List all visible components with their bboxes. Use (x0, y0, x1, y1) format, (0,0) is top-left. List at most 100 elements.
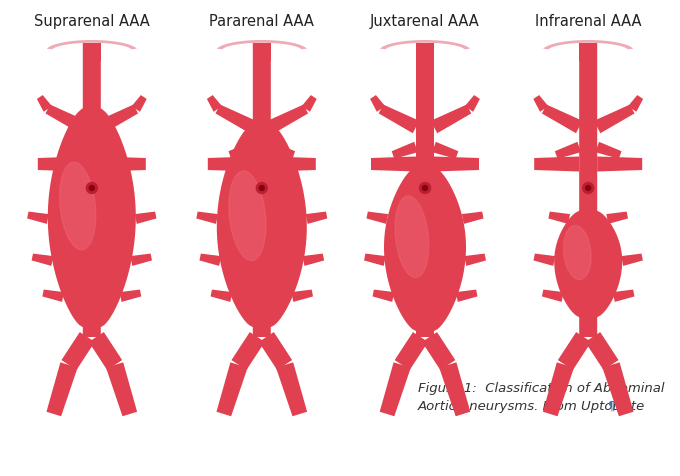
Polygon shape (439, 363, 471, 416)
Polygon shape (99, 142, 125, 159)
Polygon shape (208, 157, 253, 172)
Circle shape (585, 186, 591, 191)
Polygon shape (597, 157, 642, 172)
Polygon shape (464, 254, 486, 267)
Polygon shape (431, 105, 471, 134)
Polygon shape (268, 105, 308, 134)
Text: Juxtarenal AAA: Juxtarenal AAA (370, 14, 480, 29)
Polygon shape (379, 105, 419, 134)
Polygon shape (197, 212, 218, 224)
Polygon shape (37, 96, 52, 112)
Circle shape (420, 183, 430, 194)
Polygon shape (373, 290, 394, 302)
Polygon shape (89, 332, 122, 370)
Polygon shape (217, 44, 307, 337)
Polygon shape (231, 332, 265, 370)
Polygon shape (534, 157, 579, 172)
Text: Infrarenal AAA: Infrarenal AAA (535, 14, 641, 29)
Polygon shape (217, 41, 307, 50)
Circle shape (259, 186, 265, 191)
Polygon shape (533, 96, 548, 112)
Polygon shape (628, 96, 643, 112)
Polygon shape (61, 332, 95, 370)
Polygon shape (48, 44, 136, 337)
Polygon shape (58, 142, 84, 159)
Polygon shape (555, 142, 581, 159)
Text: Figure 1:  Classification of Abdominal: Figure 1: Classification of Abdominal (418, 381, 664, 394)
Polygon shape (31, 254, 53, 267)
Polygon shape (199, 254, 221, 267)
Polygon shape (98, 105, 138, 134)
Polygon shape (432, 142, 458, 159)
Polygon shape (456, 290, 477, 302)
Polygon shape (367, 212, 388, 224)
Polygon shape (392, 142, 418, 159)
Polygon shape (135, 212, 156, 224)
Polygon shape (542, 290, 564, 302)
Text: ¶: ¶ (607, 399, 614, 412)
Text: Aortic Aneurysms. From UptoDate: Aortic Aneurysms. From UptoDate (418, 399, 645, 412)
Polygon shape (543, 363, 574, 416)
Polygon shape (27, 212, 49, 224)
Polygon shape (101, 157, 146, 172)
Polygon shape (422, 332, 456, 370)
Polygon shape (269, 142, 295, 159)
Polygon shape (596, 142, 622, 159)
Polygon shape (42, 290, 64, 302)
Polygon shape (548, 212, 570, 224)
Polygon shape (259, 332, 292, 370)
Polygon shape (291, 290, 313, 302)
Ellipse shape (229, 171, 266, 261)
Polygon shape (228, 142, 254, 159)
Circle shape (86, 183, 97, 194)
Circle shape (256, 183, 267, 194)
Text: Suprarenal AAA: Suprarenal AAA (34, 14, 150, 29)
Polygon shape (416, 44, 434, 62)
Polygon shape (384, 44, 466, 337)
Polygon shape (379, 363, 411, 416)
Text: Pararenal AAA: Pararenal AAA (209, 14, 314, 29)
Polygon shape (132, 96, 147, 112)
Polygon shape (465, 96, 480, 112)
Polygon shape (216, 363, 248, 416)
Polygon shape (585, 332, 619, 370)
Polygon shape (534, 254, 555, 267)
Polygon shape (558, 332, 591, 370)
Polygon shape (602, 363, 634, 416)
Ellipse shape (395, 197, 429, 278)
Polygon shape (613, 290, 634, 302)
Polygon shape (211, 290, 233, 302)
Polygon shape (216, 105, 256, 134)
Polygon shape (253, 44, 271, 62)
Polygon shape (622, 254, 643, 267)
Polygon shape (83, 44, 101, 62)
Polygon shape (303, 254, 324, 267)
Ellipse shape (564, 226, 591, 280)
Ellipse shape (60, 163, 96, 250)
Polygon shape (271, 157, 316, 172)
Polygon shape (305, 212, 327, 224)
Polygon shape (462, 212, 483, 224)
Polygon shape (131, 254, 152, 267)
Polygon shape (394, 332, 428, 370)
Polygon shape (371, 157, 416, 172)
Polygon shape (38, 157, 83, 172)
Polygon shape (554, 44, 622, 337)
Polygon shape (380, 41, 470, 50)
Polygon shape (370, 96, 385, 112)
Circle shape (583, 183, 594, 194)
Polygon shape (543, 41, 633, 50)
Polygon shape (46, 363, 78, 416)
Polygon shape (46, 105, 86, 134)
Polygon shape (120, 290, 141, 302)
Polygon shape (47, 41, 137, 50)
Polygon shape (607, 212, 628, 224)
Polygon shape (434, 157, 479, 172)
Polygon shape (207, 96, 222, 112)
Polygon shape (579, 44, 597, 62)
Circle shape (422, 186, 428, 191)
Polygon shape (276, 363, 307, 416)
Polygon shape (542, 105, 582, 134)
Polygon shape (106, 363, 137, 416)
Polygon shape (302, 96, 317, 112)
